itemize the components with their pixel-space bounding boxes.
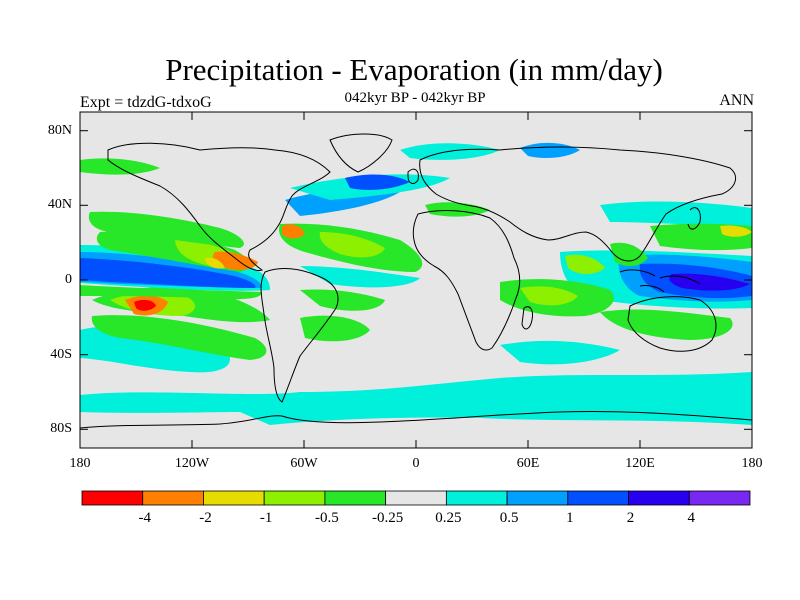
contour-southern-green-track — [91, 315, 267, 360]
contour-eq-pacific-green — [80, 285, 262, 300]
lat-label-40s: 40S — [50, 347, 72, 362]
coast-africa — [412, 210, 521, 351]
map-subtitle: 042kyr BP - 042kyr BP — [344, 90, 486, 106]
coast-antarctica — [80, 410, 752, 429]
contour-nw-pacific-yellow — [720, 225, 752, 237]
experiment-label: Expt = tdzdG-tdxoG — [80, 94, 212, 111]
coast-greenland — [329, 133, 393, 173]
lon-label-60w: 60W — [290, 456, 318, 471]
coast-europe-asia — [419, 146, 737, 262]
lon-label-180w: 180 — [69, 456, 91, 471]
coast-indonesia — [619, 269, 701, 293]
contour-south-atlantic-green-2 — [300, 289, 385, 311]
colorbar-swatch — [263, 490, 326, 506]
axis-ticks — [79, 112, 753, 448]
lon-label-180e: 180 — [741, 456, 763, 471]
map-title: Precipitation - Evaporation (in mm/day) — [165, 52, 663, 87]
colorbar-swatch — [445, 490, 508, 506]
colorbar-label: -0.5 — [315, 510, 339, 526]
colorbar-swatch — [203, 490, 265, 506]
contour-sp-subtropics-red — [134, 299, 156, 311]
lon-label-60e: 60E — [516, 456, 540, 471]
contour-north-pacific-cyan — [600, 201, 752, 226]
contour-indian-lime — [520, 286, 578, 306]
colorbar-label: -4 — [138, 510, 151, 526]
lon-label-120e: 120E — [625, 456, 655, 471]
lat-label-80n: 80N — [47, 123, 72, 138]
colorbar-swatch — [506, 490, 569, 506]
contour-itcz-pacific-blue — [80, 258, 256, 288]
contour-tropical-atlantic-lime — [319, 232, 385, 258]
contour-ep-orange — [212, 251, 258, 270]
lon-label-120w: 120W — [174, 456, 210, 471]
lat-label-40n: 40N — [47, 197, 72, 212]
contour-ep-yellow — [205, 257, 225, 269]
colorbar — [81, 490, 751, 506]
colorbar-swatch — [688, 490, 751, 506]
colorbar-label: 0.5 — [499, 510, 519, 526]
coast-north-america — [107, 142, 331, 271]
colorbar-swatch — [567, 490, 629, 506]
coast-japan — [687, 207, 701, 230]
coastlines — [80, 133, 752, 429]
colorbar-label: -2 — [199, 510, 212, 526]
contour-bering-green — [80, 158, 160, 175]
contour-south-indian-green — [600, 309, 733, 340]
colorbar-label: 1 — [566, 510, 574, 526]
colorbar-label: -1 — [259, 510, 273, 526]
colorbar-label: 2 — [626, 510, 635, 526]
season-label: ANN — [719, 92, 754, 109]
colorbar-swatch — [324, 490, 387, 506]
coast-madagascar — [521, 306, 533, 330]
contour-warm-pool-deepblue — [669, 273, 750, 291]
lat-label-80s: 80S — [50, 421, 72, 436]
coast-south-america — [260, 268, 339, 403]
lon-label-0: 0 — [412, 456, 420, 471]
coast-uk — [407, 168, 419, 184]
colorbar-label: 4 — [687, 510, 696, 526]
colorbar-swatch — [142, 490, 204, 506]
colorbar-label: -0.25 — [372, 510, 404, 526]
lat-label-0: 0 — [65, 272, 72, 287]
coast-australia — [627, 296, 717, 352]
map-field — [80, 112, 752, 448]
contour-labrador-blue — [345, 174, 410, 190]
colorbar-swatch — [385, 490, 447, 506]
contour-south-atlantic-green — [300, 315, 370, 342]
contour-caribbean-orange — [282, 224, 305, 239]
colorbar-swatch — [628, 490, 690, 506]
colorbar-label: 0.25 — [435, 510, 462, 526]
contour-arabian-lime — [565, 254, 605, 274]
contour-north-pacific-green — [88, 211, 244, 248]
contour-bay-bengal-green — [610, 242, 648, 267]
contour-atlantic-itcz-cyan — [300, 266, 420, 288]
contour-south-indian-cyan — [500, 340, 620, 365]
colorbar-swatch — [81, 490, 144, 506]
